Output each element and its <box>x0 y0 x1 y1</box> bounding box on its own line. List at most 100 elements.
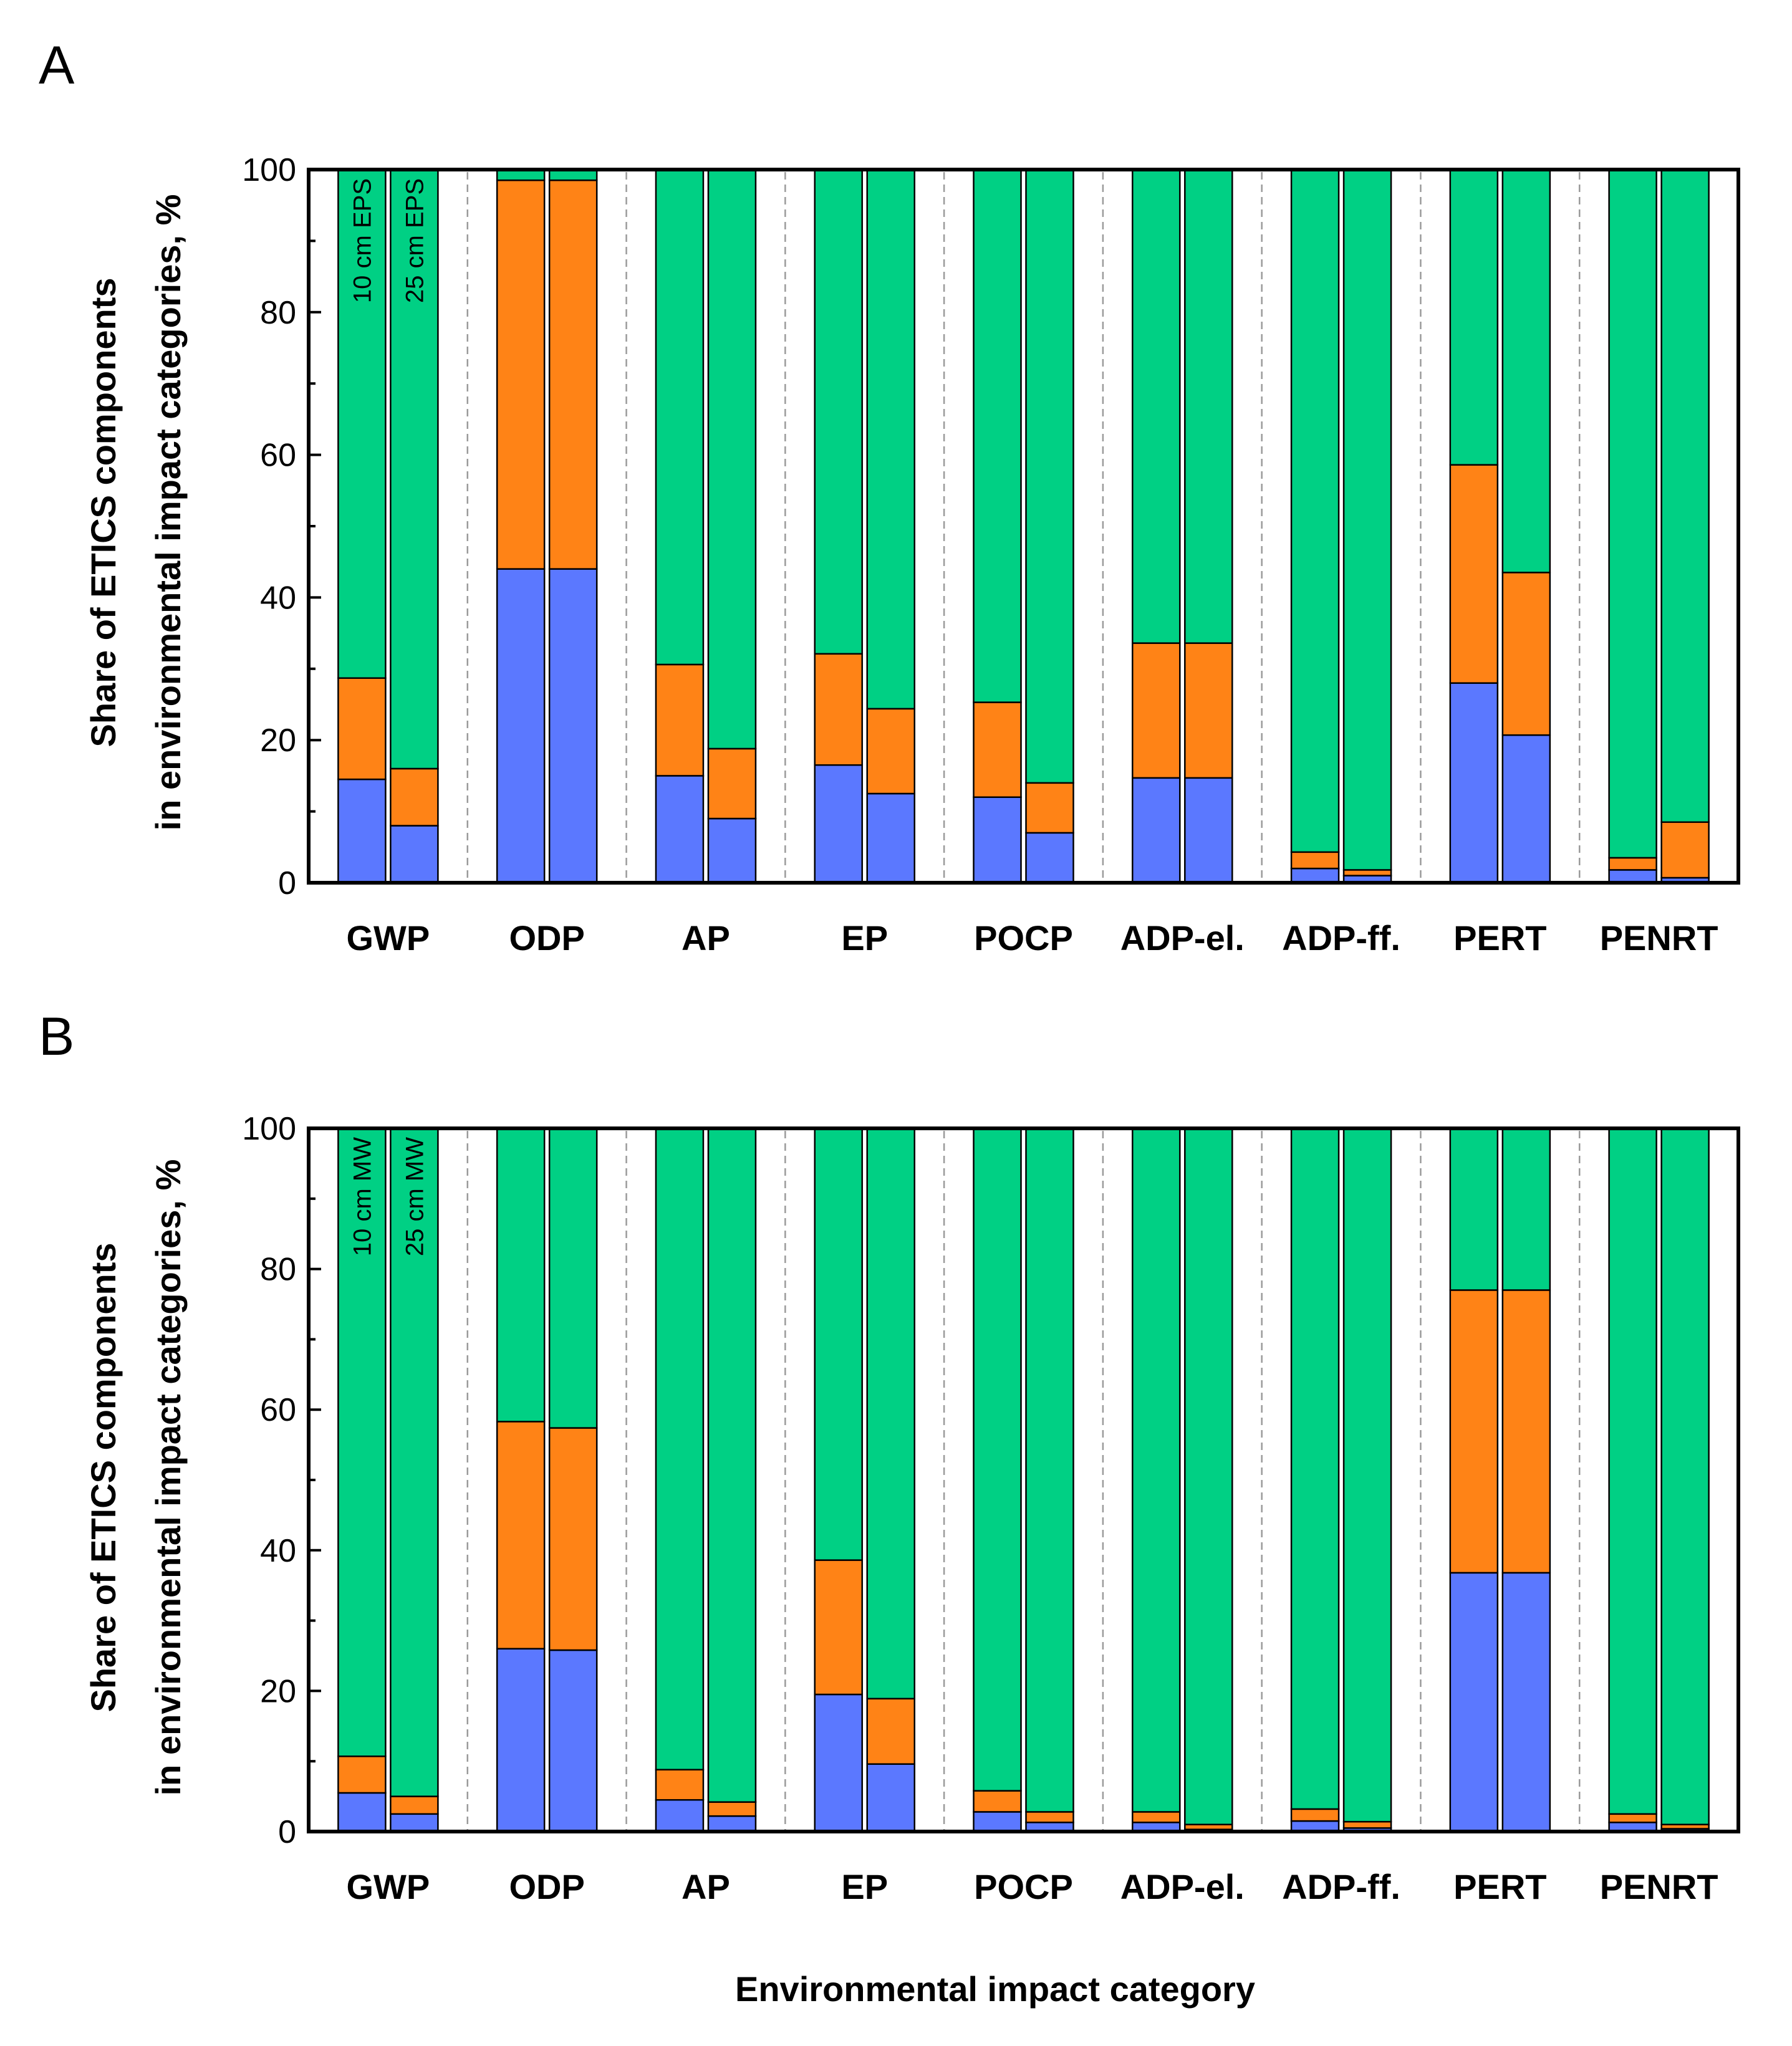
panel-b-y-axis-title: Share of ETICS components in environment… <box>84 1160 188 1796</box>
bar-segment-bottom <box>1449 682 1499 884</box>
panel-b-letter: B <box>39 1007 74 1067</box>
bar-series-label: 10 cm EPS <box>349 178 376 303</box>
bar-segment-bottom <box>655 1799 705 1833</box>
bar-segment-middle <box>1342 1820 1392 1829</box>
bar-segment-bottom <box>548 568 598 884</box>
panel-b-plot-area: GWP ODP AP EP POCP ADP-el. ADP-ff. PERT PENRT 10 … <box>242 1111 1740 1906</box>
bar-segment-top <box>1449 1127 1499 1291</box>
category-label: ADP-el. <box>1120 918 1245 958</box>
bar-segment-top <box>548 1127 598 1429</box>
bar-segment-middle <box>1449 464 1499 684</box>
y-tick-label: 60 <box>260 438 296 474</box>
category-label: POCP <box>974 1867 1073 1906</box>
bar-segment-middle <box>496 179 546 570</box>
bar-segment-middle <box>390 1795 439 1815</box>
category-label: GWP <box>347 918 430 958</box>
bar-segment-middle <box>1342 869 1392 877</box>
bar-segment-top <box>496 1127 546 1423</box>
bar-segment-top <box>1660 1127 1710 1825</box>
bar-segment-top <box>1025 1127 1074 1813</box>
bar-segment-top <box>337 168 387 679</box>
y-tick-label: 60 <box>260 1392 296 1428</box>
bar-segment-bottom <box>655 775 705 884</box>
bar-segment-middle <box>1025 782 1074 834</box>
bar-segment-top <box>1501 168 1551 574</box>
y-tick-label: 20 <box>260 1673 296 1709</box>
x-axis-title: Environmental impact category <box>735 1969 1255 2009</box>
category-label: AP <box>682 918 730 958</box>
panel-a-y-axis-title: Share of ETICS components in environment… <box>84 195 188 831</box>
bar-segment-middle <box>655 1769 705 1801</box>
bar-segment-top <box>973 1127 1022 1792</box>
bar-segment-bottom <box>548 1649 598 1833</box>
bar-segment-middle <box>337 1755 387 1794</box>
bar-segment-top <box>814 1127 863 1561</box>
y-tick-label: 100 <box>242 1111 296 1147</box>
y-tick-label: 0 <box>278 865 296 901</box>
category-label: PENRT <box>1600 1867 1718 1906</box>
y-axis-title-line1: Share of ETICS components <box>84 1243 123 1712</box>
bar-segment-bottom <box>390 1813 439 1833</box>
category-label: ADP-el. <box>1120 1867 1245 1906</box>
bar-segment-top <box>866 1127 915 1700</box>
bar-segment-middle <box>1132 642 1181 779</box>
bar-segment-bottom <box>973 796 1022 884</box>
bar-segment-bottom <box>496 1648 546 1833</box>
bar-segment-middle <box>814 653 863 766</box>
bar-segment-bottom <box>1501 734 1551 884</box>
bar-segment-bottom <box>866 1763 915 1833</box>
bar-segment-middle <box>1501 1289 1551 1574</box>
bar-segment-middle <box>1608 1813 1657 1823</box>
bar-segment-top <box>655 1127 705 1770</box>
bar-segment-top <box>390 168 439 770</box>
bar-segment-bottom <box>1608 869 1657 884</box>
y-axis-title-line2: in environmental impact categories, % <box>148 195 188 831</box>
panel-a: A Share of ETICS components in environme… <box>39 36 1740 958</box>
bar-segment-bottom <box>1132 777 1181 884</box>
bar-segment-bottom <box>1501 1572 1551 1833</box>
bar-segment-bottom <box>707 1815 757 1833</box>
bar-segment-bottom <box>1449 1572 1499 1833</box>
bar-segment-bottom <box>1290 867 1340 884</box>
bar-segment-middle <box>1025 1811 1074 1823</box>
bar-segment-middle <box>1608 857 1657 871</box>
bar-segment-bottom <box>1025 832 1074 884</box>
bar-segment-middle <box>390 767 439 827</box>
bar-segment-bottom <box>866 792 915 884</box>
bar-series-label: 10 cm MW <box>349 1137 376 1256</box>
y-axis-title-line1: Share of ETICS components <box>84 278 123 747</box>
bar-segment-bottom <box>337 1792 387 1833</box>
category-label: ODP <box>509 1867 584 1906</box>
y-tick-label: 100 <box>242 152 296 188</box>
bar-segment-bottom <box>814 764 863 884</box>
bar-segment-top <box>1660 168 1710 824</box>
bar-segment-bottom <box>814 1693 863 1833</box>
panel-b: B Share of ETICS components in environme… <box>39 1007 1740 1906</box>
bar-segment-top <box>1184 1127 1233 1825</box>
y-tick-label: 80 <box>260 1252 296 1288</box>
y-tick-label: 40 <box>260 1533 296 1569</box>
bar-segment-top <box>1449 168 1499 466</box>
panel-a-plot-area: GWP ODP AP EP POCP ADP-el. ADP-ff. PERT PENRT 10 … <box>242 152 1740 958</box>
category-label: AP <box>682 1867 730 1906</box>
category-label: POCP <box>974 918 1073 958</box>
bar-segment-middle <box>1290 1808 1340 1822</box>
category-label: ADP-ff. <box>1282 918 1400 958</box>
bar-segment-bottom <box>390 825 439 884</box>
bar-segment-middle <box>1501 572 1551 736</box>
bar-segment-top <box>1608 168 1657 859</box>
bar-segment-top <box>973 168 1022 703</box>
bar-segment-top <box>814 168 863 655</box>
bar-series-label: 25 cm MW <box>401 1137 428 1256</box>
bar-series-label: 25 cm EPS <box>401 178 428 303</box>
bar-segment-top <box>390 1127 439 1797</box>
bar-segment-top <box>1501 1127 1551 1291</box>
category-label: PERT <box>1453 1867 1546 1906</box>
y-axis-title-line2: in environmental impact categories, % <box>148 1160 188 1796</box>
bar-segment-middle <box>707 747 757 820</box>
category-label: PENRT <box>1600 918 1718 958</box>
category-label: PERT <box>1453 918 1546 958</box>
bar-segment-top <box>1608 1127 1657 1815</box>
bar-segment-middle <box>1184 642 1233 779</box>
